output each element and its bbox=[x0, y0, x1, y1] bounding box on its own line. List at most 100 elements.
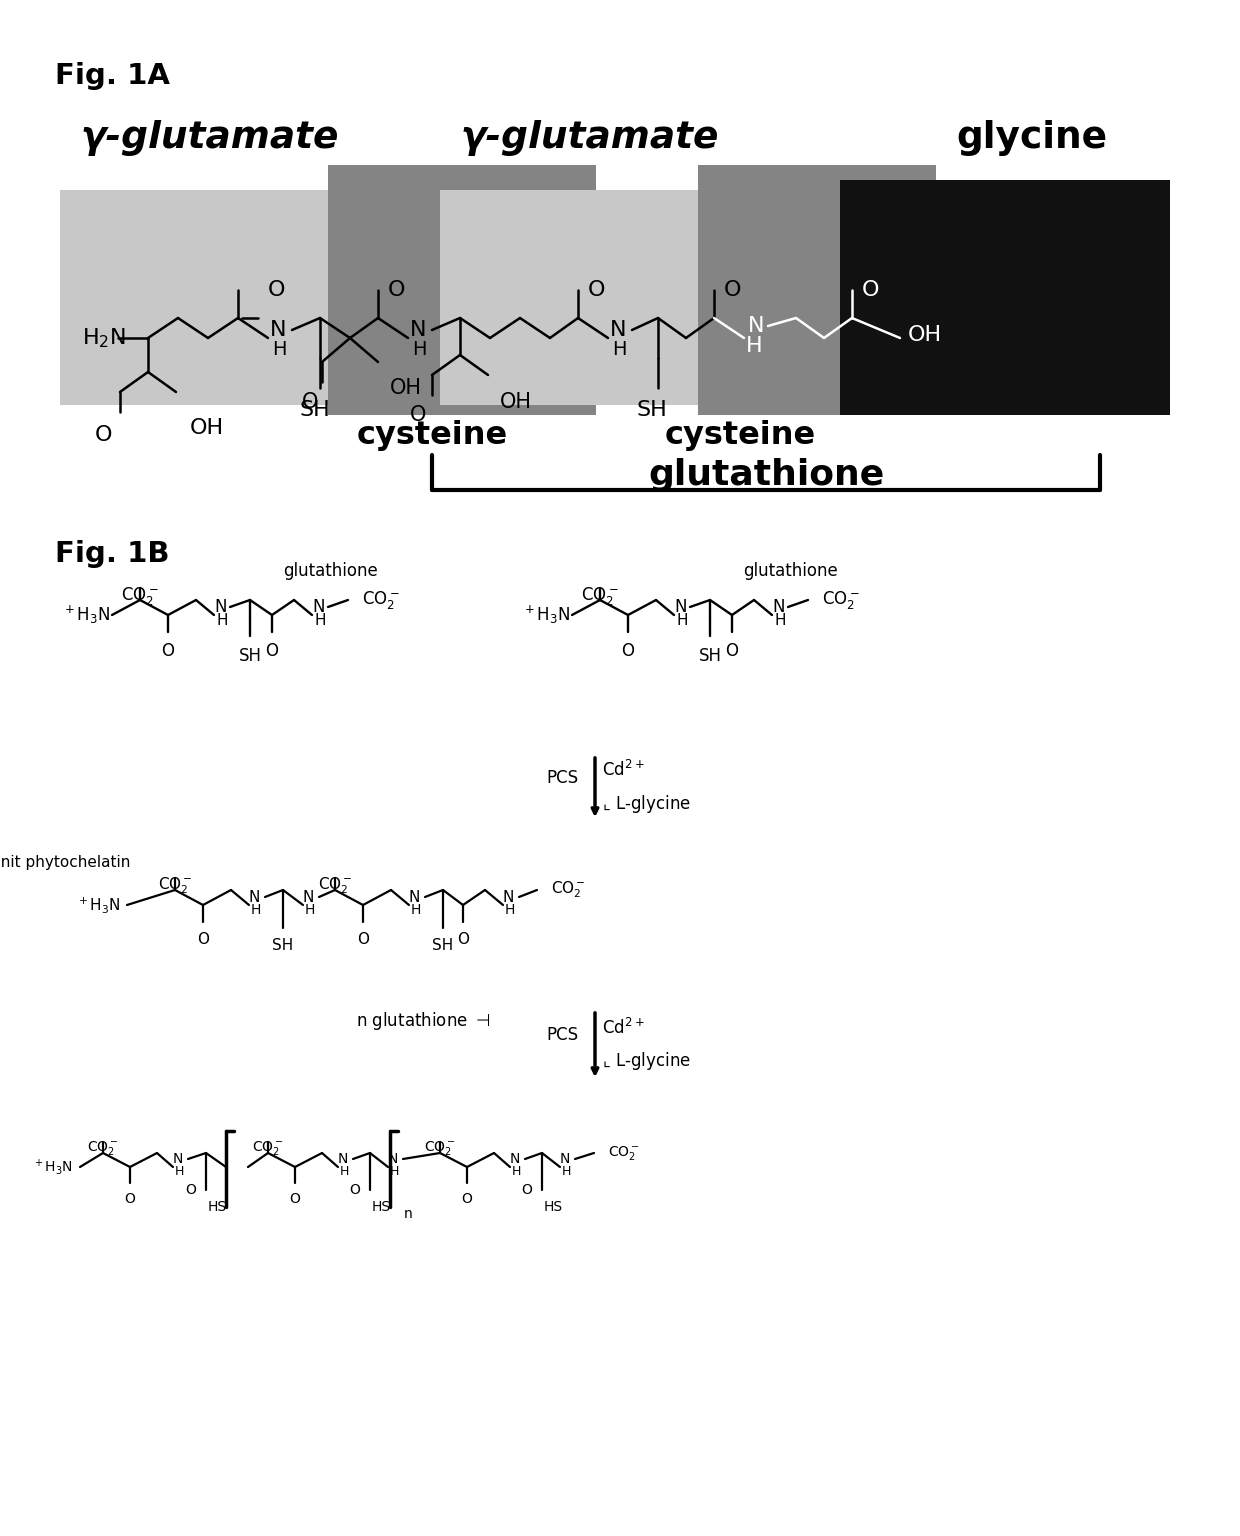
Text: SH: SH bbox=[300, 399, 330, 419]
Text: H: H bbox=[250, 903, 262, 917]
Text: Cd$^{2+}$: Cd$^{2+}$ bbox=[601, 760, 645, 780]
Text: n glutathione $\dashv$: n glutathione $\dashv$ bbox=[356, 1011, 490, 1032]
Text: O: O bbox=[95, 425, 113, 445]
Text: CO$_2^-$: CO$_2^-$ bbox=[362, 588, 399, 611]
Text: N: N bbox=[249, 889, 260, 905]
Text: N: N bbox=[410, 319, 427, 339]
Text: H: H bbox=[340, 1164, 350, 1178]
Text: OH: OH bbox=[391, 378, 422, 398]
Text: H: H bbox=[391, 1164, 399, 1178]
Text: CO$_2^-$: CO$_2^-$ bbox=[608, 1144, 640, 1163]
Text: N: N bbox=[174, 1152, 184, 1166]
Text: H: H bbox=[175, 1164, 185, 1178]
Text: O: O bbox=[124, 1192, 135, 1206]
Text: CO$_2^-$: CO$_2^-$ bbox=[87, 1140, 119, 1157]
Text: H: H bbox=[505, 903, 516, 917]
Text: CO$_2^-$: CO$_2^-$ bbox=[252, 1140, 284, 1157]
Text: H: H bbox=[613, 339, 626, 359]
Text: $^+$H$_3$N: $^+$H$_3$N bbox=[76, 895, 120, 915]
Text: $\llcorner$ L-glycine: $\llcorner$ L-glycine bbox=[601, 793, 691, 816]
Bar bbox=[329, 164, 596, 415]
Text: CO$_2^-$: CO$_2^-$ bbox=[157, 876, 192, 895]
Text: OH: OH bbox=[908, 326, 942, 346]
Text: H: H bbox=[314, 613, 325, 628]
Bar bbox=[698, 164, 936, 415]
Text: O: O bbox=[161, 642, 175, 660]
Text: CO$_2^-$: CO$_2^-$ bbox=[582, 585, 619, 607]
Text: N: N bbox=[270, 319, 286, 339]
Text: O: O bbox=[461, 1192, 472, 1206]
Text: SH: SH bbox=[433, 938, 454, 952]
Text: N: N bbox=[610, 319, 626, 339]
Text: OH: OH bbox=[190, 418, 224, 438]
Text: glutathione: glutathione bbox=[283, 562, 377, 581]
Text: glutathione: glutathione bbox=[743, 562, 837, 581]
Text: γ-glutamate: γ-glutamate bbox=[81, 120, 340, 157]
Text: H: H bbox=[410, 903, 422, 917]
Text: Cd$^{2+}$: Cd$^{2+}$ bbox=[601, 1018, 645, 1038]
Text: HS: HS bbox=[372, 1200, 391, 1213]
Text: O: O bbox=[197, 932, 210, 948]
Text: N: N bbox=[503, 889, 515, 905]
Text: SH: SH bbox=[238, 647, 262, 665]
Text: N: N bbox=[339, 1152, 348, 1166]
Text: O: O bbox=[588, 280, 605, 300]
Text: CO$_2^-$: CO$_2^-$ bbox=[551, 880, 585, 900]
Text: N: N bbox=[388, 1152, 398, 1166]
Text: O: O bbox=[268, 280, 285, 300]
Text: O: O bbox=[265, 642, 279, 660]
Text: H: H bbox=[216, 613, 227, 628]
Text: N: N bbox=[773, 598, 785, 616]
Text: O: O bbox=[350, 1183, 360, 1197]
Text: CO$_2^-$: CO$_2^-$ bbox=[424, 1140, 456, 1157]
Text: H: H bbox=[512, 1164, 521, 1178]
Text: glutathione: glutathione bbox=[647, 458, 884, 492]
Text: N: N bbox=[675, 598, 687, 616]
Text: O: O bbox=[388, 280, 405, 300]
Text: O: O bbox=[458, 932, 469, 948]
Text: N: N bbox=[748, 316, 765, 336]
Text: N: N bbox=[510, 1152, 521, 1166]
Text: SH: SH bbox=[698, 647, 722, 665]
Text: O: O bbox=[409, 406, 427, 425]
Text: HS: HS bbox=[544, 1200, 563, 1213]
Text: PCS: PCS bbox=[546, 770, 578, 786]
Text: glycine: glycine bbox=[956, 120, 1107, 157]
Text: OH: OH bbox=[500, 392, 532, 412]
Text: $\llcorner$ L-glycine: $\llcorner$ L-glycine bbox=[601, 1051, 691, 1072]
Bar bbox=[839, 180, 1171, 415]
Text: H: H bbox=[412, 339, 427, 359]
Bar bbox=[440, 190, 787, 406]
Text: 2-unit phytochelatin: 2-unit phytochelatin bbox=[0, 856, 130, 869]
Text: O: O bbox=[290, 1192, 300, 1206]
Text: H: H bbox=[272, 339, 286, 359]
Text: O: O bbox=[357, 932, 370, 948]
Text: n: n bbox=[404, 1207, 413, 1221]
Text: O: O bbox=[621, 642, 635, 660]
Text: SH: SH bbox=[273, 938, 294, 952]
Text: O: O bbox=[724, 280, 742, 300]
Text: H: H bbox=[774, 613, 785, 628]
Text: $^+$H$_3$N: $^+$H$_3$N bbox=[32, 1157, 73, 1177]
Text: H: H bbox=[676, 613, 687, 628]
Text: γ-glutamate: γ-glutamate bbox=[461, 120, 719, 157]
Text: O: O bbox=[521, 1183, 532, 1197]
Text: O: O bbox=[301, 392, 319, 412]
Text: O: O bbox=[862, 280, 879, 300]
Text: H: H bbox=[562, 1164, 572, 1178]
Text: CO$_2^-$: CO$_2^-$ bbox=[122, 585, 159, 607]
Text: H: H bbox=[305, 903, 315, 917]
Text: Fig. 1A: Fig. 1A bbox=[55, 61, 170, 91]
Text: CO$_2^-$: CO$_2^-$ bbox=[317, 876, 352, 895]
Text: Fig. 1B: Fig. 1B bbox=[55, 541, 170, 568]
Text: N: N bbox=[312, 598, 325, 616]
Text: N: N bbox=[560, 1152, 570, 1166]
Text: N: N bbox=[215, 598, 227, 616]
Text: H: H bbox=[746, 336, 763, 356]
Bar bbox=[60, 190, 450, 406]
Text: PCS: PCS bbox=[546, 1026, 578, 1044]
Text: HS: HS bbox=[208, 1200, 227, 1213]
Text: O: O bbox=[725, 642, 739, 660]
Text: N: N bbox=[303, 889, 315, 905]
Text: N: N bbox=[409, 889, 420, 905]
